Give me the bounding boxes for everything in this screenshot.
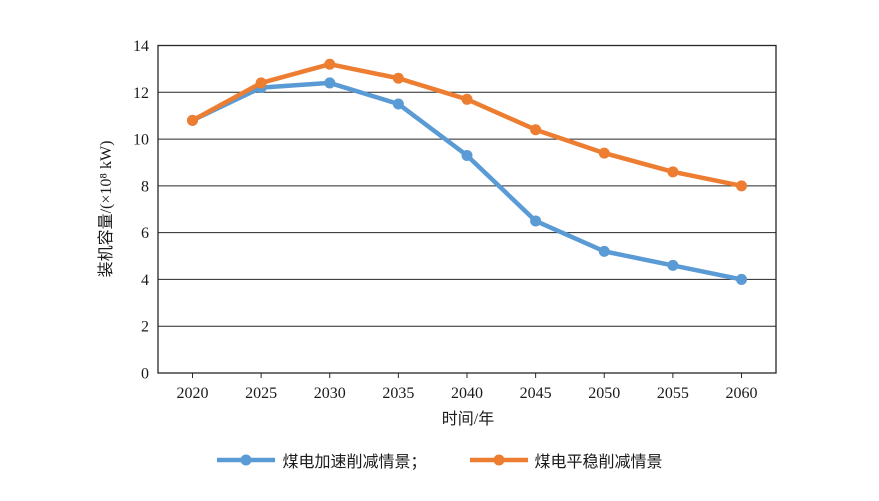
x-tick-label: 2040	[451, 385, 483, 402]
legend-item-accelerated-reduction: 煤电加速削减情景；	[216, 448, 427, 472]
y-tick-label: 12	[133, 85, 149, 102]
legend-item-steady-reduction: 煤电平稳削减情景	[469, 448, 663, 472]
data-point-series-1	[392, 72, 404, 84]
data-point-series-0	[667, 259, 679, 271]
x-axis-title: 时间/年	[442, 410, 494, 428]
legend-line-marker-icon	[217, 454, 276, 466]
y-tick-label: 4	[141, 272, 149, 289]
data-point-series-1	[324, 58, 336, 70]
data-point-series-0	[598, 245, 610, 257]
x-tick-label: 2050	[588, 385, 620, 402]
x-tick-label: 2025	[245, 385, 277, 402]
y-tick-label: 0	[141, 366, 149, 383]
data-point-series-1	[187, 114, 198, 126]
data-point-series-0	[461, 149, 473, 161]
data-point-series-1	[461, 93, 473, 105]
data-point-series-1	[736, 180, 747, 192]
data-point-series-0	[324, 77, 336, 89]
legend-label-accelerated-reduction: 煤电加速削减情景；	[282, 454, 427, 471]
x-tick-label: 2060	[726, 385, 758, 402]
data-point-series-0	[736, 273, 747, 285]
y-tick-label: 2	[141, 319, 149, 336]
y-axis-title: 装机容量/(×10⁸ kW)	[97, 141, 115, 278]
data-point-series-0	[392, 98, 404, 110]
legend-label-steady-reduction: 煤电平稳削减情景	[534, 454, 663, 471]
x-tick-label: 2035	[382, 385, 414, 402]
x-tick-label: 2045	[520, 385, 552, 402]
series-line-1	[190, 61, 744, 189]
x-tick-label: 2030	[314, 385, 346, 402]
data-point-series-1	[598, 147, 610, 159]
data-point-series-1	[530, 124, 542, 136]
legend-line-marker-icon	[469, 454, 528, 466]
x-tick-label: 2055	[657, 385, 689, 402]
data-point-series-1	[255, 77, 267, 89]
x-tick-label: 2020	[177, 385, 209, 402]
data-point-series-1	[667, 166, 679, 178]
y-tick-label: 10	[133, 132, 149, 149]
chart-legend: 煤电加速削减情景； 煤电平稳削减情景	[0, 448, 879, 472]
y-tick-label: 8	[141, 178, 149, 195]
data-point-series-0	[530, 215, 542, 227]
y-tick-label: 14	[133, 38, 149, 55]
series-line-0	[190, 80, 744, 282]
y-tick-label: 6	[141, 225, 149, 242]
